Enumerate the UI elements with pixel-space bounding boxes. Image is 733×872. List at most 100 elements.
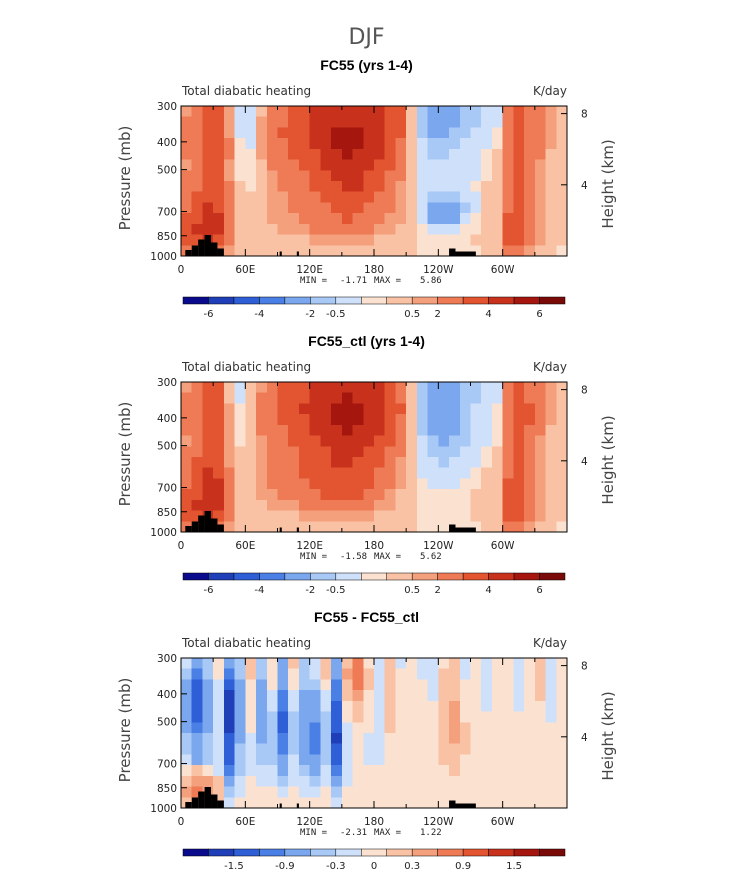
heatmap-cell — [266, 403, 279, 415]
heatmap-cell — [223, 679, 236, 691]
heatmap-cell — [534, 382, 547, 394]
heatmap-cell — [384, 446, 397, 458]
heatmap-cell — [298, 392, 311, 405]
heatmap-cell — [223, 245, 236, 257]
heatmap-cell — [438, 733, 450, 745]
heatmap-cell — [513, 711, 525, 723]
heatmap-cell — [416, 446, 429, 458]
heatmap-cell — [374, 711, 386, 723]
heatmap-cell — [320, 521, 332, 533]
heatmap-cell — [416, 181, 429, 193]
heatmap-cell — [406, 499, 418, 512]
heatmap-cell — [513, 658, 525, 670]
topography-mask — [279, 251, 282, 256]
heatmap-cell — [298, 116, 311, 129]
panel-title: FC55 - FC55_ctl — [314, 609, 419, 625]
heatmap-cell — [256, 743, 268, 756]
heatmap-cell — [320, 223, 332, 236]
heatmap-cell — [545, 668, 557, 681]
heatmap-cell — [470, 733, 482, 745]
heatmap-cell — [374, 743, 386, 756]
heatmap-cell — [534, 797, 547, 809]
heatmap-cell — [416, 489, 429, 501]
min-value: -1.71 — [340, 276, 367, 286]
heatmap-cell — [309, 733, 321, 745]
heatmap-cell — [331, 382, 343, 394]
heatmap-cell — [374, 138, 386, 150]
heatmap-cell — [449, 457, 461, 469]
heatmap-cell — [556, 138, 568, 150]
heatmap-cell — [556, 457, 568, 469]
heatmap-cell — [277, 467, 289, 480]
heatmap-cell — [352, 457, 364, 469]
heatmap-cell — [298, 711, 311, 723]
heatmap-cell — [545, 722, 557, 734]
heatmap-cell — [320, 170, 332, 182]
heatmap-cell — [481, 700, 493, 713]
heatmap-cell — [481, 679, 493, 691]
heatmap-cell — [363, 457, 375, 469]
heatmap-cell — [213, 478, 225, 490]
heatmap-cell — [449, 191, 461, 204]
heatmap-cell — [459, 181, 472, 193]
heatmap-cell — [298, 754, 311, 766]
figure-title: DJF — [348, 25, 384, 50]
heatmap-cell — [513, 499, 525, 512]
heatmap-cell — [406, 127, 418, 139]
heatmap-cell — [191, 679, 204, 691]
heatmap-cell — [298, 499, 311, 512]
xtick-label: 180 — [364, 816, 384, 828]
y2tick-label: 4 — [581, 180, 588, 192]
heatmap-cell — [416, 392, 429, 405]
heatmap-cell — [352, 245, 364, 257]
heatmap-cell — [213, 499, 225, 512]
heatmap-cell — [449, 170, 461, 182]
heatmap-cell — [481, 223, 493, 236]
heatmap-cell — [427, 403, 439, 415]
heatmap-cell — [556, 754, 568, 766]
heatmap-cell — [277, 191, 289, 204]
heatmap-cell — [352, 106, 364, 118]
heatmap-cell — [524, 711, 536, 723]
heatmap-cell — [438, 457, 450, 469]
heatmap-cell — [545, 170, 557, 182]
ytick-label: 1000 — [150, 251, 177, 263]
heatmap-cell — [384, 457, 397, 469]
colorbar-swatch — [513, 296, 540, 305]
xtick-label: 0 — [178, 540, 185, 552]
heatmap-cell — [341, 521, 354, 533]
heatmap-cell — [277, 127, 289, 139]
topography-mask — [198, 239, 205, 256]
heatmap-cell — [491, 700, 504, 713]
heatmap-cell — [395, 202, 407, 214]
heatmap-cell — [502, 711, 514, 723]
colorbar-label: 2 — [434, 309, 440, 320]
heatmap-cell — [331, 234, 343, 246]
heatmap-cell — [363, 191, 375, 204]
heatmap-cell — [245, 467, 257, 480]
heatmap-cell — [202, 499, 214, 512]
heatmap-cell — [427, 116, 439, 129]
heatmap-cell — [202, 775, 214, 788]
heatmap-cell — [363, 234, 375, 246]
colorbar-swatch — [488, 296, 515, 305]
heatmap-cell — [449, 159, 461, 171]
heatmap-cell — [320, 786, 332, 798]
heatmap-cell — [416, 170, 429, 182]
heatmap-cell — [459, 743, 472, 756]
heatmap-cell — [256, 510, 268, 522]
heatmap-cell — [181, 127, 193, 139]
heatmap-cell — [288, 733, 300, 745]
heatmap-cell — [384, 223, 397, 236]
heatmap-cell — [384, 711, 397, 723]
heatmap-cell — [449, 138, 461, 150]
heatmap-cell — [234, 414, 246, 426]
heatmap-cell — [502, 202, 514, 214]
heatmap-cell — [223, 392, 236, 405]
heatmap-cell — [395, 722, 407, 734]
heatmap-cell — [352, 658, 364, 670]
heatmap-cell — [534, 765, 547, 777]
heatmap-cell — [491, 711, 504, 723]
heatmap-cell — [502, 159, 514, 171]
heatmap-cell — [191, 191, 204, 204]
